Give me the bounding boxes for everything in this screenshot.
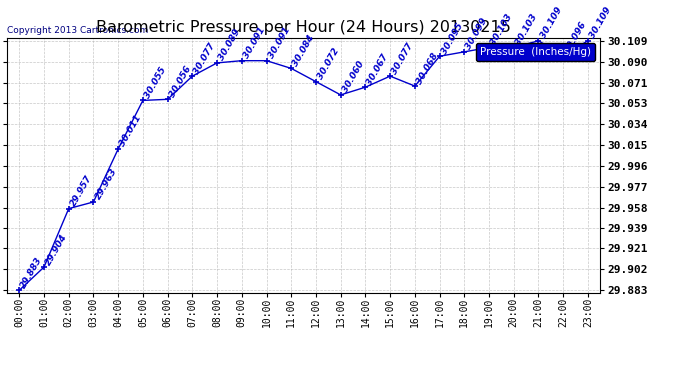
Text: 30.077: 30.077 (193, 41, 217, 76)
Text: 30.084: 30.084 (291, 33, 316, 68)
Text: 30.068: 30.068 (415, 51, 440, 86)
Text: 30.095: 30.095 (440, 21, 464, 56)
Text: 29.883: 29.883 (19, 255, 44, 290)
Text: 30.072: 30.072 (316, 46, 341, 81)
Text: 30.077: 30.077 (390, 41, 415, 76)
Text: 30.103: 30.103 (514, 12, 539, 47)
Text: 30.109: 30.109 (538, 6, 564, 40)
Text: 30.055: 30.055 (143, 65, 168, 100)
Text: 29.904: 29.904 (44, 232, 69, 267)
Text: 30.060: 30.060 (341, 60, 366, 94)
Text: 30.103: 30.103 (489, 12, 514, 47)
Text: 30.109: 30.109 (588, 6, 613, 40)
Text: 30.099: 30.099 (464, 17, 489, 51)
Text: 30.067: 30.067 (366, 52, 391, 87)
Text: 30.091: 30.091 (241, 26, 267, 60)
Text: 30.056: 30.056 (168, 64, 193, 99)
Text: 30.091: 30.091 (266, 26, 292, 60)
Text: 29.957: 29.957 (69, 174, 94, 208)
Text: Copyright 2013 Cartronics.com: Copyright 2013 Cartronics.com (7, 26, 148, 35)
Legend: Pressure  (Inches/Hg): Pressure (Inches/Hg) (476, 43, 595, 61)
Text: 30.089: 30.089 (217, 28, 242, 62)
Title: Barometric Pressure per Hour (24 Hours) 20130215: Barometric Pressure per Hour (24 Hours) … (96, 20, 511, 35)
Text: 29.963: 29.963 (93, 167, 119, 201)
Text: 30.096: 30.096 (563, 20, 589, 55)
Text: 30.011: 30.011 (118, 114, 144, 148)
